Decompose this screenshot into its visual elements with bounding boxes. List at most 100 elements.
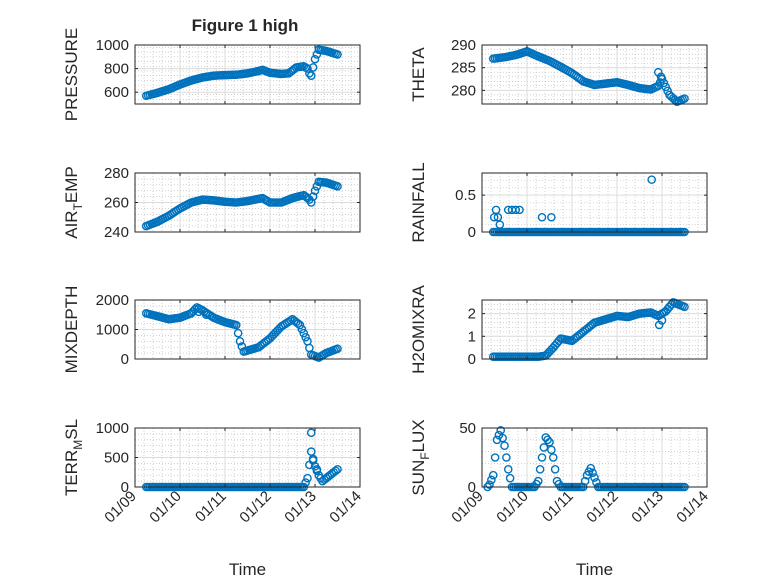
data-point [331,466,340,476]
y-axis-label: AIRTEMP [62,166,85,239]
data-point [301,478,310,487]
y-tick-label: 50 [459,420,476,437]
y-axis-label: TERRMSL [62,419,85,496]
data-point [511,205,521,215]
axes-box [134,44,361,105]
data-point [502,453,511,462]
data-point [545,437,554,447]
y-tick-label: 280 [451,82,476,99]
data-point [310,54,320,64]
data-point [656,72,666,82]
data-point [303,473,312,483]
data-point [547,445,556,455]
data-point [333,344,342,353]
x-axis-label: Time [229,560,266,579]
data-series [141,45,342,101]
data-series [488,297,689,362]
data-point [303,64,312,73]
data-point [503,464,513,474]
y-tick-label: 0 [468,479,476,496]
data-point [312,464,322,474]
data-point [305,69,314,78]
data-point [580,476,590,486]
data-point [306,428,316,438]
y-tick-label: 1000 [96,420,129,437]
data-point [495,220,505,229]
y-tick-label: 0.5 [455,187,476,204]
data-point [533,476,543,486]
data-point [539,443,549,452]
y-tick-label: 285 [451,60,476,77]
y-tick-label: 280 [104,165,129,182]
data-point [547,212,556,222]
data-point [308,456,318,465]
axes-box [481,299,708,360]
data-point [657,316,667,325]
data-point [310,186,320,195]
data-point [647,175,656,184]
data-point [680,302,689,312]
axes-box [481,44,708,105]
data-point [235,336,245,346]
data-point [496,426,506,435]
y-axis-label: MIXDEPTH [62,286,81,374]
data-point [333,464,342,474]
data-point [548,453,558,462]
subplot-h2omixra: 0 1 2 H2OMIXRA [409,284,708,374]
data-point [586,463,596,473]
subplot-rainfall: 0 0.5 RAINFALL [409,162,708,243]
subplot-pressure: 600 800 1000 PRESSURE [62,28,361,121]
data-point [485,480,494,489]
y-tick-label: 0 [468,351,476,368]
y-tick-label: 260 [104,195,129,212]
data-point [661,82,671,92]
data-point [297,324,307,334]
y-axis-label: THETA [409,47,428,102]
y-tick-label: 0 [121,351,129,368]
axes-box [481,172,708,233]
y-tick-label: 1 [468,328,476,345]
data-point [505,473,515,483]
data-point [492,435,502,445]
subplot-theta: 280 285 290 THETA [409,37,708,107]
data-point [231,320,241,330]
data-point [490,453,500,462]
y-tick-label: 0 [468,224,476,241]
data-point [550,464,560,474]
data-point [233,328,243,338]
data-point [286,316,295,325]
data-point [306,198,316,207]
y-tick-label: 2 [468,306,476,323]
y-axis-label: RAINFALL [409,162,428,242]
data-point [333,181,342,191]
data-series [141,177,342,231]
data-point [295,320,305,330]
data-point [333,50,342,59]
y-tick-label: 0 [121,479,129,496]
y-tick-label: 1000 [96,37,129,54]
y-tick-label: 600 [104,84,129,101]
data-point [500,441,509,451]
figure-title: Figure 1 high [192,16,299,35]
data-point [543,435,552,445]
data-point [201,310,211,320]
data-point [680,94,689,103]
y-axis-label: SUNFLUX [409,419,432,495]
y-tick-label: 500 [104,450,129,467]
data-series [488,47,689,107]
data-point [498,433,507,443]
data-point [301,332,310,342]
data-point [488,470,498,480]
data-point [306,71,316,80]
y-tick-label: 1000 [96,322,129,339]
y-tick-label: 2000 [96,292,129,309]
data-point [515,205,524,215]
y-tick-label: 290 [451,37,476,54]
subplot-air-temp: 240 260 280 AIRTEMP [62,165,361,241]
data-point [537,453,547,462]
axes-box [481,427,708,488]
y-tick-label: 240 [104,224,129,241]
data-point [308,192,318,201]
